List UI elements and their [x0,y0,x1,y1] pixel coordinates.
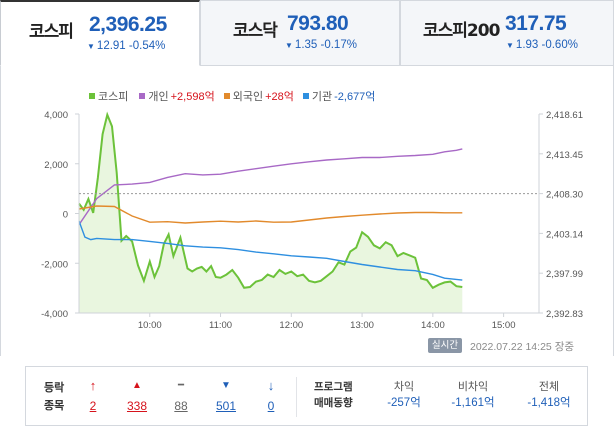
right-axis-tick-label: 2,418.61 [546,110,583,121]
program-total: 전체 -1,418억 [514,379,584,411]
kospi-line [78,111,463,290]
down-arrow-icon: ▼ [506,41,514,50]
kospi-area [79,114,463,313]
upper-limit-icon: ↑ [89,378,97,393]
legend-item-foreign[interactable]: 외국인 +28억 [223,88,294,104]
right-axis-tick-label: 2,403.14 [546,229,583,240]
down-arrow-icon: ▼ [87,42,95,51]
fall-icon: ▼ [221,380,231,391]
legend-item-individual[interactable]: 개인 +2,598억 [139,88,215,104]
program-col-value: -257억 [387,397,421,409]
breadth-rise[interactable]: ▲ 338 [124,379,150,413]
tab-kospi[interactable]: 코스피 2,396.25 ▼ 12.91 -0.54% [0,0,200,66]
index-tabs: 코스피 2,396.25 ▼ 12.91 -0.54% 코스닥 793.80 ▼ 1… [0,0,614,66]
breadth-upper-limit[interactable]: ↑ 2 [86,378,100,414]
right-axis-tick-label: 2,413.45 [546,150,583,161]
legend-label: 외국인 [232,90,264,103]
legend-label: 기관 [311,90,333,103]
breadth-lower-limit[interactable]: ↓ 0 [264,378,278,414]
market-status: 장중 [554,341,575,353]
breadth-count[interactable]: 0 [267,399,275,413]
legend-swatch [139,93,146,99]
series-line-e28a2c [78,205,463,224]
market-breadth-panel: 등락 종목 ↑ 2 ▲ 338 ━ 88 ▼ 501 ↓ 0 프로그램 매매동향… [25,366,588,426]
legend-value: +28억 [265,91,294,103]
breadth-count[interactable]: 501 [215,399,237,413]
left-axis-tick-label: 0 [63,210,68,221]
legend-swatch [223,93,230,99]
right-axis-tick-label: 2,408.30 [546,190,583,201]
x-axis-tick-label: 11:00 [209,320,232,331]
realtime-button[interactable]: 실시간 [428,338,462,353]
program-arbitrage: 차익 -257억 [374,379,434,411]
breadth-label-1: 등락 [44,381,65,394]
legend-swatch [89,93,95,99]
unchanged-icon: ━ [177,380,185,391]
left-axis-tick-label: 4,000 [44,110,68,121]
left-axis-tick-label: -4,000 [41,309,68,320]
left-axis-tick-label: -2,000 [41,259,68,270]
breadth-count[interactable]: 338 [126,399,148,413]
breadth-count[interactable]: 2 [89,399,97,413]
legend-swatch [302,93,309,99]
timestamp: 2022.07.22 14:25 장중 [470,339,574,354]
series-line-a869c6 [78,148,463,226]
legend-value: -2,677억 [334,91,376,103]
x-axis-tick-label: 15:00 [492,320,516,331]
legend-value: +2,598억 [170,91,215,103]
tab-kosdaq-change: ▼ 1.35 -0.17% [285,39,357,51]
tab-kosdaq-name: 코스닥 [233,21,278,41]
tab-kospi-name: 코스피 [29,22,74,42]
tab-kospi-change: ▼ 12.91 -0.54% [87,40,166,52]
program-col-label: 전체 [538,380,560,393]
program-col-value: -1,418억 [527,397,571,409]
breadth-unchanged[interactable]: ━ 88 [172,379,190,413]
program-col-label: 차익 [393,380,415,393]
chart-panel: 코스피 개인 +2,598억 외국인 +28억 기관 -2,677억 4,000… [0,66,614,356]
lower-limit-icon: ↓ [267,378,275,393]
down-arrow-icon: ▼ [285,41,293,50]
right-axis-tick-label: 2,392.83 [546,309,583,320]
legend-label: 개인 [148,90,169,103]
program-col-value: -1,161억 [451,397,495,409]
program-label: 프로그램 매매동향 [314,381,353,409]
x-axis-tick-label: 13:00 [350,320,374,331]
chart-legend: 코스피 개인 +2,598억 외국인 +28억 기관 -2,677억 [89,88,384,104]
series-line-2e8fe0 [78,220,463,281]
tab-kospi-value: 2,396.25 [89,13,167,36]
breadth-label-2: 종목 [44,399,65,412]
left-axis-tick-label: 2,000 [44,160,68,171]
rise-icon: ▲ [132,380,142,391]
x-axis-tick-label: 12:00 [279,320,303,331]
tab-kosdaq[interactable]: 코스닥 793.80 ▼ 1.35 -0.17% [200,0,400,66]
tab-kospi200-value: 317.75 [505,12,567,35]
right-axis-tick-label: 2,397.99 [546,269,583,280]
legend-item-institution[interactable]: 기관 -2,677억 [302,88,376,104]
timestamp-value: 2022.07.22 14:25 [470,341,552,353]
tab-kosdaq-value: 793.80 [287,12,349,35]
legend-label: 코스피 [98,90,129,103]
x-axis-tick-label: 14:00 [421,320,445,331]
panel-divider [296,377,297,417]
x-axis-tick-label: 10:00 [138,320,162,331]
legend-item-kospi[interactable]: 코스피 [89,88,130,104]
tab-kospi200-change: ▼ 1.93 -0.60% [506,39,578,51]
breadth-count[interactable]: 88 [174,399,188,413]
tab-kospi200[interactable]: 코스피200 317.75 ▼ 1.93 -0.60% [400,0,614,66]
tab-kospi200-name: 코스피200 [423,21,500,41]
program-col-label: 비차익 [457,380,489,393]
breadth-fall[interactable]: ▼ 501 [213,379,239,413]
intraday-chart[interactable]: 4,000 2,000 0 -2,000 -4,000 2,418.61 2,413.45 2… [1,66,613,356]
program-non-arbitrage: 비차익 -1,161억 [438,379,508,411]
